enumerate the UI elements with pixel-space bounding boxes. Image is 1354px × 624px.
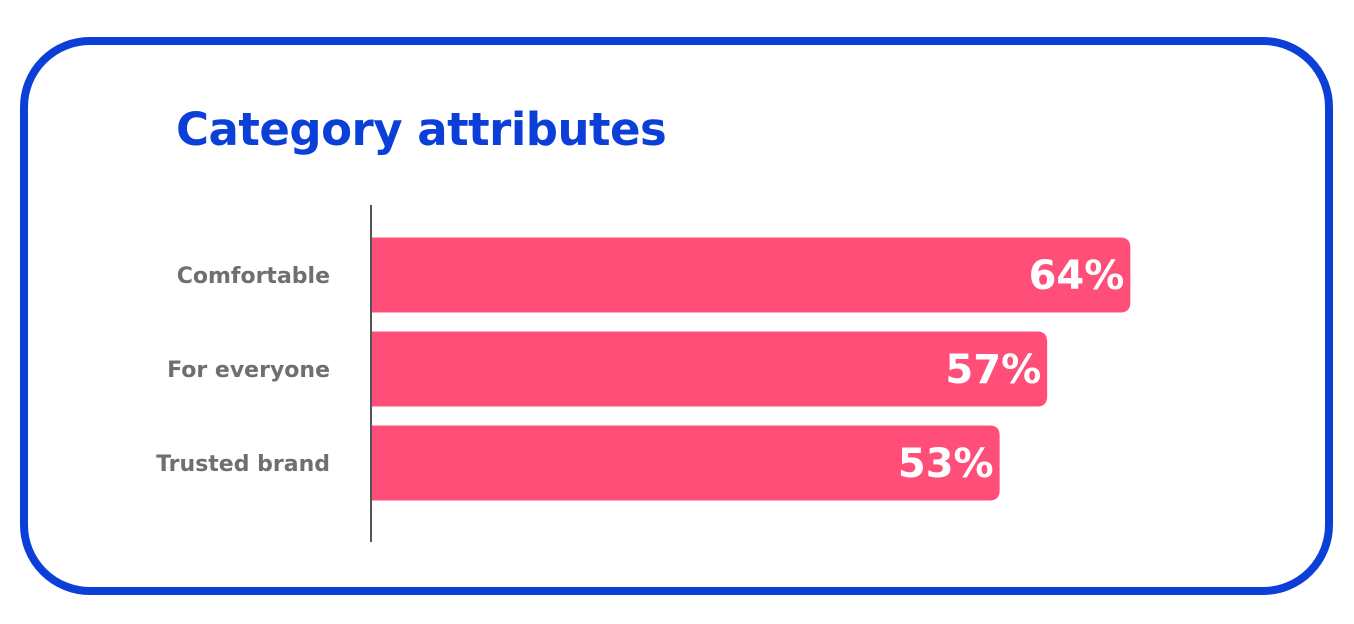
bar-for-everyone: [370, 331, 1048, 407]
value-label: 53%: [898, 441, 994, 487]
category-label: For everyone: [167, 358, 330, 383]
bar-trusted-brand: [370, 425, 1000, 501]
category-label: Comfortable: [177, 264, 330, 289]
bars-group: Comfortable 64% For everyone 57% Trusted bra…: [156, 237, 1131, 501]
value-label: 57%: [945, 347, 1041, 393]
chart-card: [20, 37, 1333, 595]
category-label: Trusted brand: [156, 452, 330, 477]
bar-comfortable: [370, 237, 1131, 313]
chart-title: Category attributes: [176, 103, 667, 156]
value-label: 64%: [1029, 253, 1125, 299]
